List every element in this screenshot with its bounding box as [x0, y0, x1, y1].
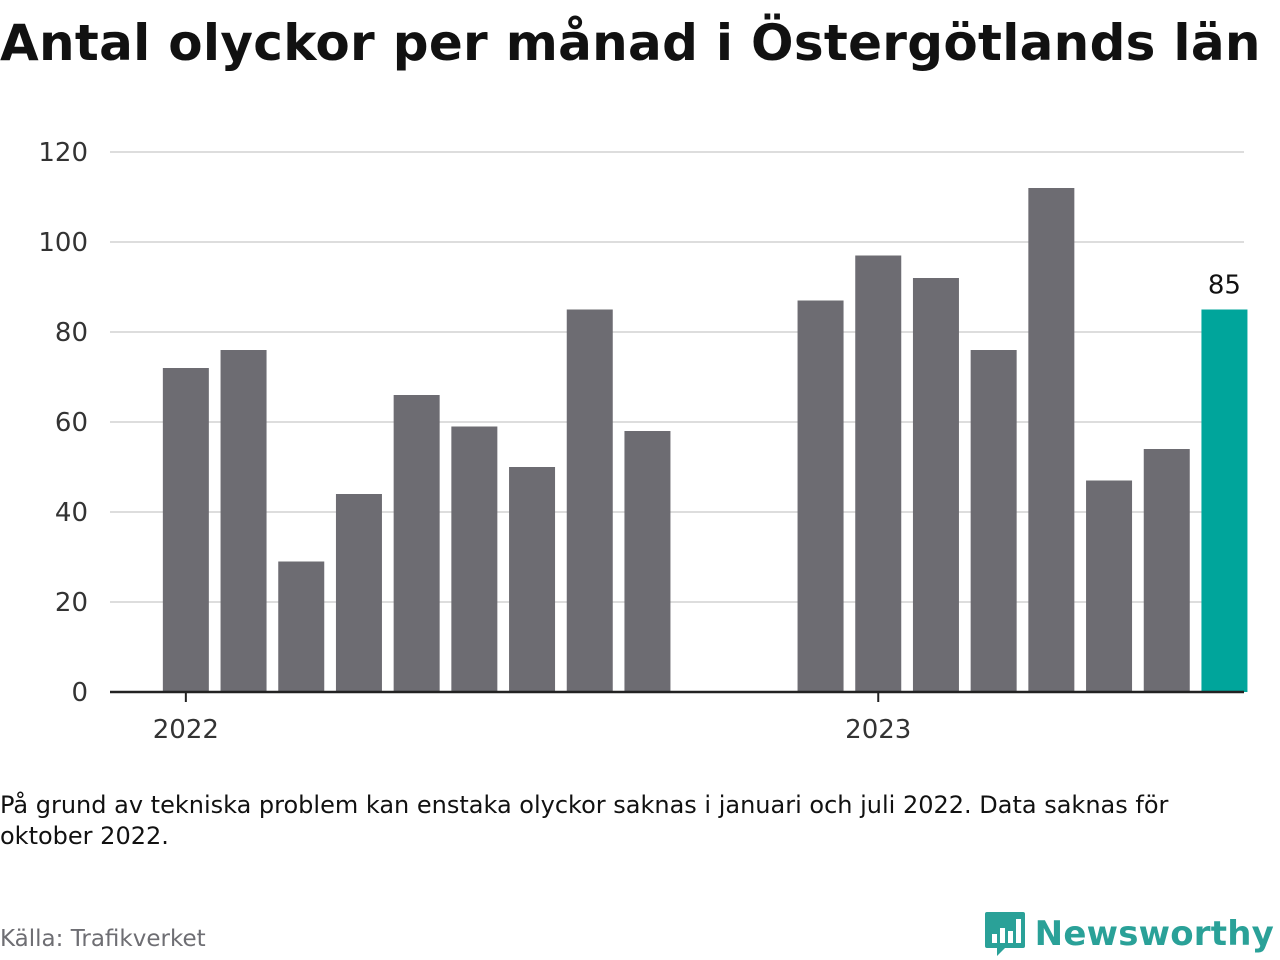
- bar-2022-05: [393, 395, 440, 692]
- y-tick-label: 60: [55, 408, 88, 438]
- brand-name: Newsworthy: [1034, 914, 1274, 954]
- bar-2022-03: [278, 561, 325, 692]
- bar-2023-01: [855, 255, 902, 692]
- bar-2023-02: [912, 278, 959, 692]
- chart-title: Antal olyckor per månad i Östergötlands …: [0, 14, 1261, 72]
- bar-chart-speech-bubble-icon: [984, 912, 1025, 956]
- data-labels: 85: [1208, 271, 1241, 301]
- y-axis-ticks: 0 20 40 60 80 100 120: [38, 138, 88, 708]
- bar-2022-06: [451, 426, 498, 692]
- y-tick-label: 120: [38, 138, 88, 168]
- x-axis: 2022 2023: [110, 690, 1244, 745]
- y-tick-label: 40: [55, 498, 88, 528]
- y-tick-label: 100: [38, 228, 88, 258]
- bar-2023-04: [1028, 188, 1075, 692]
- bar-2022-02: [220, 350, 267, 692]
- bar-2022-12: [797, 300, 844, 692]
- bar-2022-08: [566, 309, 613, 692]
- bar-2023-06: [1143, 449, 1190, 692]
- data-label: 85: [1208, 271, 1241, 301]
- source-credit: Källa: Trafikverket: [0, 926, 206, 952]
- bar-2022-09: [624, 431, 671, 692]
- x-tick-label: 2022: [153, 715, 219, 745]
- chart-note: På grund av tekniska problem kan enstaka…: [0, 791, 1169, 850]
- brand-logo: Newsworthy: [983, 910, 1274, 958]
- bar-2022-01: [162, 368, 209, 692]
- bar-2023-03: [970, 350, 1017, 692]
- bar-2022-07: [509, 467, 556, 692]
- bars: [162, 188, 1248, 692]
- x-tick-label: 2023: [845, 715, 911, 745]
- y-tick-label: 0: [71, 678, 88, 708]
- bar-chart: 0 20 40 60 80 100 120 2022 2023 85: [38, 138, 1248, 745]
- y-tick-label: 20: [55, 588, 88, 618]
- bar-2022-04: [335, 494, 382, 692]
- y-tick-label: 80: [55, 318, 88, 348]
- bar-2023-07: [1201, 309, 1248, 692]
- bar-2023-05: [1086, 480, 1133, 692]
